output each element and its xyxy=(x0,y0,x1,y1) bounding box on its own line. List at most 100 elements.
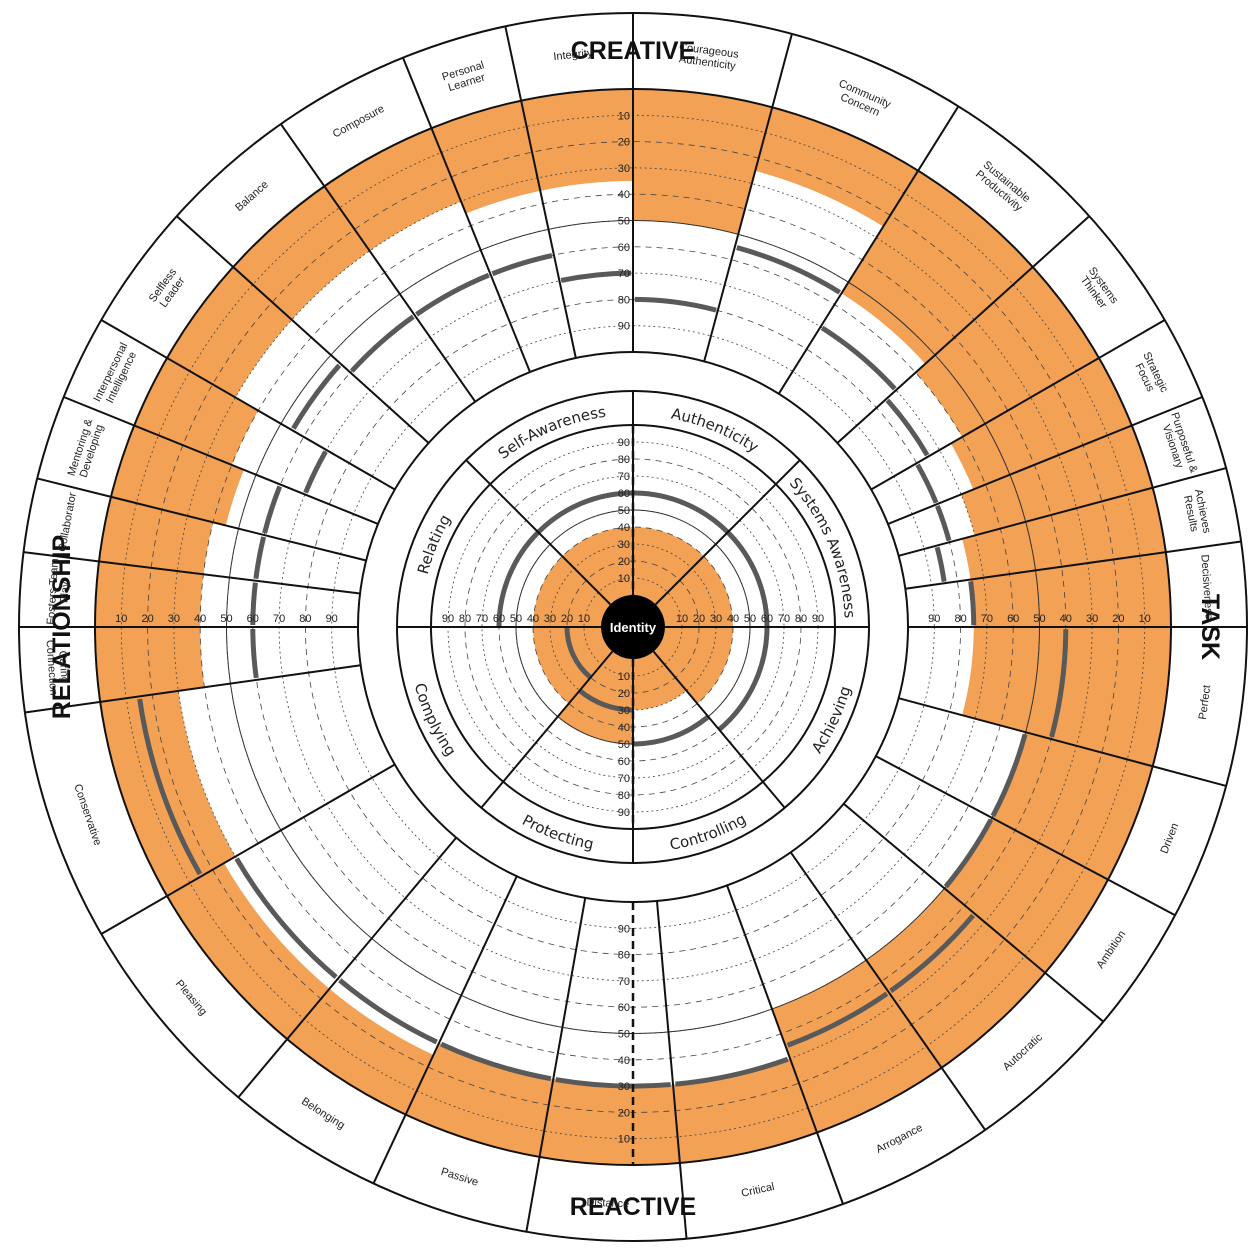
norm-arc-perfect xyxy=(1049,629,1069,738)
norm-arc-purposeful-and-visionary xyxy=(935,504,952,542)
sector-divider xyxy=(887,396,1203,525)
dimension-label-belonging: Belonging xyxy=(299,1095,347,1131)
outer-tick-right: 60 xyxy=(1007,613,1019,625)
dimension-label-line: Passive xyxy=(439,1166,479,1189)
norm-arc-mentoring-and-developing xyxy=(262,485,283,534)
outer-tick-bottom: 90 xyxy=(618,923,630,935)
summary-tick-top: 60 xyxy=(618,488,630,500)
sector-divider xyxy=(654,483,777,606)
summary-tick-bottom: 60 xyxy=(618,756,630,768)
sector-divider xyxy=(843,803,1104,1023)
score-fill-belonging xyxy=(287,988,434,1115)
quadrant-title-right: TASK xyxy=(1196,594,1224,660)
norm-arc-complying xyxy=(564,627,592,680)
dimension-label-line: Ambition xyxy=(1094,929,1128,971)
score-fill-composure xyxy=(324,128,462,251)
outer-tick-top: 90 xyxy=(618,321,630,333)
sector-divider xyxy=(100,763,396,935)
sector-divider xyxy=(280,123,477,403)
quadrant-title-left: RELATIONSHIP xyxy=(48,535,76,719)
outer-tick-top: 30 xyxy=(618,163,630,175)
dimension-label-passive: Passive xyxy=(439,1166,479,1189)
outer-tick-bottom: 10 xyxy=(618,1134,630,1146)
center-label: Identity xyxy=(610,620,657,635)
dimension-label-integrity: Integrity xyxy=(553,47,594,63)
summary-label-systems-awareness: Systems Awareness xyxy=(786,474,859,619)
norm-arc-caring-connection xyxy=(250,628,259,679)
dimension-label-autocratic: Autocratic xyxy=(1001,1031,1046,1073)
summary-tick-top: 30 xyxy=(618,539,630,551)
dimension-label-line: Decisiveness xyxy=(1198,554,1215,620)
outer-tick-right: 20 xyxy=(1112,613,1124,625)
outer-tick-right: 30 xyxy=(1086,613,1098,625)
dimension-label-line: Autocratic xyxy=(1001,1031,1046,1073)
dimension-label-line: Arrogance xyxy=(874,1122,925,1156)
outer-tick-bottom: 20 xyxy=(618,1107,630,1119)
outer-tick-left: 20 xyxy=(141,613,153,625)
sector-divider xyxy=(402,57,531,373)
sector-divider xyxy=(789,851,986,1131)
norm-arc-controlling xyxy=(633,715,710,747)
outer-tick-top: 70 xyxy=(618,268,630,280)
summary-label-text: Achieving xyxy=(808,684,854,756)
summary-tick-left: 20 xyxy=(561,613,573,625)
sector-divider xyxy=(762,781,786,809)
outer-tick-right: 70 xyxy=(981,613,993,625)
norm-arc-achieving xyxy=(718,627,770,732)
dimension-label-pleasing: Pleasing xyxy=(173,978,209,1018)
dimension-label-line: Balance xyxy=(233,179,271,214)
dimension-label-line: Integrity xyxy=(553,47,594,63)
sector-divider xyxy=(875,755,1176,917)
dimension-label-perfect: Perfect xyxy=(1197,684,1213,720)
norm-arc-integrity xyxy=(560,270,632,283)
dimension-label-purposeful-and-visionary: Purposeful &Visionary xyxy=(1157,411,1200,479)
outer-tick-bottom: 30 xyxy=(618,1081,630,1093)
score-fill-distance xyxy=(539,1079,680,1165)
dimension-label-line: Critical xyxy=(740,1181,775,1200)
dimension-label-selfless-leader: SelflessLeader xyxy=(147,266,189,312)
dimension-label-composure: Composure xyxy=(331,103,387,141)
outer-tick-top: 50 xyxy=(618,216,630,228)
sector-divider xyxy=(525,897,587,1232)
score-fill-ambition xyxy=(944,817,1109,973)
dimension-label-ambition: Ambition xyxy=(1094,929,1128,971)
sector-divider xyxy=(898,697,1227,787)
score-fill-arrogance xyxy=(772,959,942,1133)
summary-tick-left: 70 xyxy=(476,613,488,625)
score-fill-community-concern xyxy=(755,107,919,227)
summary-tick-right: 80 xyxy=(795,613,807,625)
sector-divider xyxy=(36,477,367,562)
norm-arc-community-concern xyxy=(736,245,842,295)
outer-tick-top: 20 xyxy=(618,137,630,149)
score-fill-caring-connection xyxy=(95,627,205,702)
dimension-label-courageous-authenticity: CourageousAuthenticity xyxy=(677,41,740,73)
summary-label-controlling: Controlling xyxy=(668,810,749,854)
dimension-label-strategic-focus: StrategicFocus xyxy=(1130,350,1171,400)
norm-arc-autocratic xyxy=(889,913,976,993)
summary-tick-right: 60 xyxy=(761,613,773,625)
summary-tick-left: 40 xyxy=(527,613,539,625)
score-fill-purposeful-and-visionary xyxy=(961,425,1153,536)
norm-arc-conservative xyxy=(137,698,203,876)
summary-tick-left: 10 xyxy=(578,613,590,625)
outer-tick-bottom: 50 xyxy=(618,1029,630,1041)
outer-tick-left: 40 xyxy=(194,613,206,625)
score-fill-balance xyxy=(233,186,370,320)
norm-arc-composure xyxy=(415,272,490,317)
dimension-label-arrogance: Arrogance xyxy=(874,1122,925,1156)
outer-tick-left: 80 xyxy=(299,613,311,625)
summary-tick-right: 50 xyxy=(744,613,756,625)
outer-tick-bottom: 40 xyxy=(618,1055,630,1067)
score-fill-systems-awareness xyxy=(655,556,733,627)
score-fill-selfless-leader xyxy=(167,267,292,398)
outer-tick-bottom: 70 xyxy=(618,976,630,988)
outer-tick-bottom: 80 xyxy=(618,950,630,962)
norm-arc-sustainable-productivity xyxy=(820,325,897,391)
sector-divider xyxy=(726,885,844,1205)
dimension-label-sustainable-productivity: SustainableProductivity xyxy=(973,159,1033,214)
summary-tick-right: 20 xyxy=(693,613,705,625)
summary-tick-right: 90 xyxy=(812,613,824,625)
outer-tick-right: 50 xyxy=(1033,613,1045,625)
summary-label-text: Complying xyxy=(411,681,460,759)
score-fill-perfect xyxy=(962,627,1171,767)
